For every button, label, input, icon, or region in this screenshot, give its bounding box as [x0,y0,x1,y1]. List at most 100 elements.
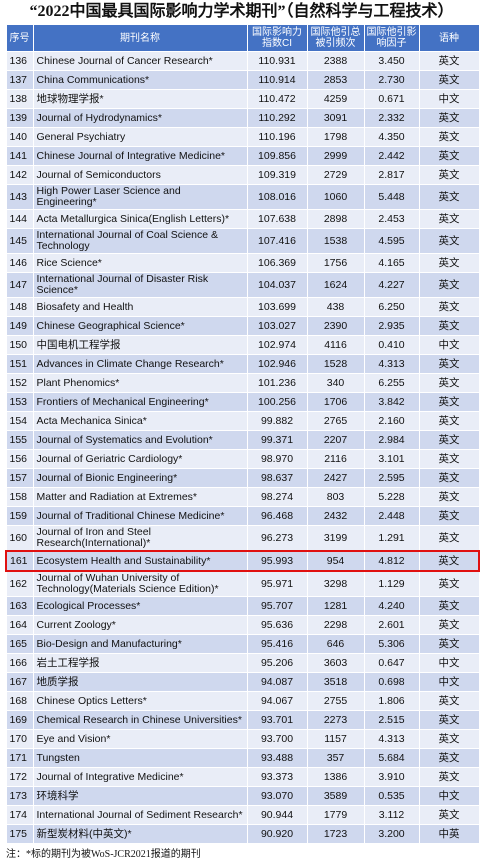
table-cell: 2898 [306,209,365,229]
table-cell: 172 [5,767,34,787]
table-cell: 3.842 [363,392,420,412]
table-cell: 2.730 [363,70,420,90]
table-cell: 英文 [418,392,480,412]
table-row: 158 Matter and Radiation at Extremes* 98.2… [5,487,480,507]
header-row: 序号 期刊名称 国际影响力指数CI 国际他引总被引频次 国际他引影响因子 语种 [5,24,480,52]
table-cell: 1.291 [363,525,420,552]
table-cell: 2.442 [363,146,420,166]
table-cell: 中文 [418,335,480,355]
journal-name: Frontiers of Mechanical Engineering* [32,392,248,412]
table-cell: 99.371 [246,430,308,450]
table-cell: 1060 [306,184,365,210]
table-row: 157 Journal of Bionic Engineering* 98.637 2… [5,468,480,488]
table-row: 166 岩土工程学报 95.206 3603 0.647 中文 [5,653,480,673]
table-cell: 英文 [418,525,480,552]
table-row: 174 International Journal of Sediment Res… [5,805,480,825]
table-cell: 英文 [418,228,480,254]
table-row: 150 中国电机工程学报 102.974 4116 0.410 中文 [5,335,480,355]
table-row: 168 Chinese Optics Letters* 94.067 2755 1.80… [5,691,480,711]
table-cell: 英文 [418,297,480,317]
table-cell: 英文 [418,615,480,635]
table-cell: 93.700 [246,729,308,749]
table-cell: 93.701 [246,710,308,730]
table-cell: 98.637 [246,468,308,488]
journal-name: Chinese Journal of Cancer Research* [32,51,248,71]
table-cell: 0.647 [363,653,420,673]
table-cell: 2.332 [363,108,420,128]
table-cell: 3298 [306,570,365,597]
table-cell: 2.515 [363,710,420,730]
table-cell: 155 [5,430,34,450]
table-cell: 149 [5,316,34,336]
table-row: 139 Journal of Hydrodynamics* 110.292 3091 2… [5,108,480,128]
journal-name: International Journal of Coal Science & … [32,228,248,254]
journal-name: Advances in Climate Change Research* [32,354,248,374]
journal-name: Chemical Research in Chinese Universitie… [32,710,248,730]
table-cell: 1.806 [363,691,420,711]
table-cell: 2853 [306,70,365,90]
journal-name: Rice Science* [32,253,248,273]
table-cell: 1798 [306,127,365,147]
table-cell: 4116 [306,335,365,355]
header-cell: 序号 [5,24,34,52]
header-cell: 期刊名称 [32,24,248,52]
table-cell: 4.313 [363,354,420,374]
journal-name: Journal of Hydrodynamics* [32,108,248,128]
journal-name: Journal of Semiconductors [32,165,248,185]
table-cell: 英文 [418,354,480,374]
table-cell: 3199 [306,525,365,552]
table-cell: 954 [306,550,365,572]
table-cell: 90.944 [246,805,308,825]
journal-name: 地质学报 [32,672,248,692]
table-cell: 中英 [418,824,480,844]
table-cell: 3589 [306,786,365,806]
title: “2022中国最具国际影响力学术期刊”（自然科学与工程技术） [29,3,454,20]
table-cell: 102.974 [246,335,308,355]
table-cell: 英文 [418,767,480,787]
table-cell: 4.595 [363,228,420,254]
table-cell: 103.699 [246,297,308,317]
journal-name: 地球物理学报* [32,89,248,109]
table-cell: 4.313 [363,729,420,749]
table-row: 163 Ecological Processes* 95.707 1281 4.240 英… [5,596,480,616]
table-cell: 5.684 [363,748,420,768]
journal-name: Ecological Processes* [32,596,248,616]
table-cell: 95.636 [246,615,308,635]
table-cell: 157 [5,468,34,488]
table-cell: 英文 [418,550,480,572]
journal-name: 环境科学 [32,786,248,806]
table-cell: 英文 [418,51,480,71]
table-cell: 英文 [418,748,480,768]
table-cell: 99.882 [246,411,308,431]
table-cell: 137 [5,70,34,90]
table-cell: 3.910 [363,767,420,787]
table-row: 152 Plant Phenomics* 101.236 340 6.255 英文 [5,373,480,393]
table-row: 148 Biosafety and Health 103.699 438 6.250 英文 [5,297,480,317]
table-cell: 165 [5,634,34,654]
table-cell: 357 [306,748,365,768]
table-row: 175 新型炭材料(中英文)* 90.920 1723 3.200 中英 [5,824,480,844]
table-cell: 646 [306,634,365,654]
table-cell: 109.856 [246,146,308,166]
table-cell: 93.070 [246,786,308,806]
journal-name: Chinese Optics Letters* [32,691,248,711]
table-cell: 4.227 [363,272,420,298]
table-row: 173 环境科学 93.070 3589 0.535 中文 [5,786,480,806]
table-cell: 英文 [418,272,480,298]
table-cell: 1528 [306,354,365,374]
table-cell: 96.468 [246,506,308,526]
table-cell: 1.129 [363,570,420,597]
table-cell: 中文 [418,89,480,109]
table-cell: 163 [5,596,34,616]
table-cell: 英文 [418,570,480,597]
table-cell: 151 [5,354,34,374]
table-row: 155 Journal of Systematics and Evolution*… [5,430,480,450]
table-row: 171 Tungsten 93.488 357 5.684 英文 [5,748,480,768]
table-cell: 93.488 [246,748,308,768]
journal-name: Journal of Systematics and Evolution* [32,430,248,450]
table-cell: 162 [5,570,34,597]
table-cell: 95.206 [246,653,308,673]
table-cell: 156 [5,449,34,469]
table-cell: 95.707 [246,596,308,616]
table-cell: 1706 [306,392,365,412]
